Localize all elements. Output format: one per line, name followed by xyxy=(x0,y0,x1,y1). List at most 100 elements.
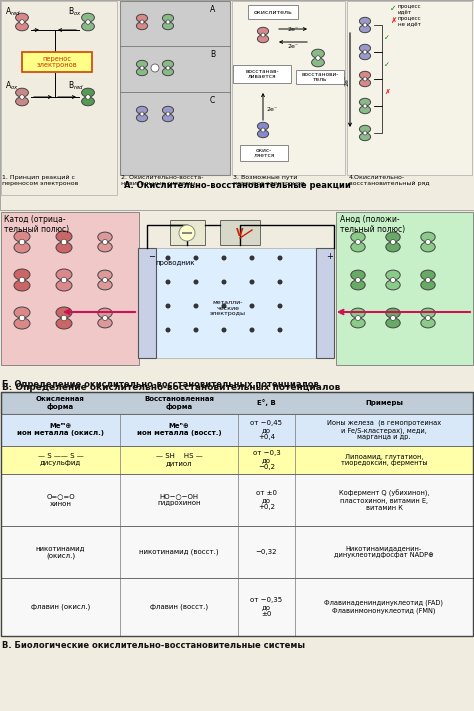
Ellipse shape xyxy=(14,280,30,291)
Ellipse shape xyxy=(359,52,371,60)
Ellipse shape xyxy=(359,79,371,87)
Text: E°, В: E°, В xyxy=(257,400,276,407)
Bar xyxy=(240,145,288,161)
Ellipse shape xyxy=(14,269,30,280)
Text: A$_{ox}$: A$_{ox}$ xyxy=(5,80,19,92)
Text: Никотинамидаденин-
динуклеотидфосфат NADP⊕: Никотинамидаденин- динуклеотидфосфат NAD… xyxy=(334,545,434,559)
Ellipse shape xyxy=(359,17,371,25)
Ellipse shape xyxy=(82,88,94,97)
Text: Meⁿ⊕
ион металла (восст.): Meⁿ⊕ ион металла (восст.) xyxy=(137,424,221,437)
Ellipse shape xyxy=(16,14,28,22)
Circle shape xyxy=(19,315,25,321)
Circle shape xyxy=(61,239,67,245)
Circle shape xyxy=(249,328,255,333)
Ellipse shape xyxy=(386,308,400,318)
Text: от −0,3
до
−0,2: от −0,3 до −0,2 xyxy=(253,450,281,470)
Text: Кофермент Q (убихинон),
пластохинон, витамин Е,
витамин К: Кофермент Q (убихинон), пластохинон, вит… xyxy=(339,489,429,510)
Bar xyxy=(1,446,473,474)
Circle shape xyxy=(20,20,24,24)
Circle shape xyxy=(363,131,367,135)
Text: от ±0
до
+0,2: от ±0 до +0,2 xyxy=(256,490,277,510)
Ellipse shape xyxy=(351,270,365,280)
Text: A$_{red}$: A$_{red}$ xyxy=(5,5,21,18)
Circle shape xyxy=(277,279,283,284)
Circle shape xyxy=(221,279,227,284)
Ellipse shape xyxy=(163,114,173,122)
Text: перенос
электронов: перенос электронов xyxy=(36,55,77,68)
Text: C: C xyxy=(210,96,215,105)
Text: от −0,45
до
+0,4: от −0,45 до +0,4 xyxy=(250,420,283,440)
Circle shape xyxy=(61,277,67,283)
Ellipse shape xyxy=(98,308,112,318)
Ellipse shape xyxy=(14,307,30,318)
Circle shape xyxy=(193,304,199,309)
Bar xyxy=(1,212,139,365)
Ellipse shape xyxy=(163,60,173,68)
Bar xyxy=(1,392,473,636)
Circle shape xyxy=(140,20,144,24)
Ellipse shape xyxy=(16,97,28,106)
Bar xyxy=(296,70,344,84)
Circle shape xyxy=(193,255,199,260)
Circle shape xyxy=(166,112,170,116)
Circle shape xyxy=(221,304,227,309)
Ellipse shape xyxy=(98,242,112,252)
Text: А. Окислительно-восстановительные реакции: А. Окислительно-восстановительные реакци… xyxy=(124,181,350,190)
Text: проводник: проводник xyxy=(155,260,195,266)
Text: Б. Определение окислительно-восстановительных потенциалов: Б. Определение окислительно-восстановите… xyxy=(2,380,319,389)
Ellipse shape xyxy=(56,318,72,329)
Ellipse shape xyxy=(98,270,112,280)
Text: +: + xyxy=(327,252,333,261)
Text: окис-
ляется: окис- ляется xyxy=(254,148,274,159)
Text: Ионы железа  (в гемопротеинах
и Fe/S-кластерах), меди,
марганца и др.: Ионы железа (в гемопротеинах и Fe/S-клас… xyxy=(327,419,441,441)
Circle shape xyxy=(140,112,144,116)
Text: Липоамид, глутатион,
тиоредоксин, ферменты: Липоамид, глутатион, тиоредоксин, фермен… xyxy=(341,454,428,466)
Ellipse shape xyxy=(351,232,365,242)
Circle shape xyxy=(221,328,227,333)
Bar xyxy=(347,1,472,175)
Text: флавин (окисл.): флавин (окисл.) xyxy=(31,604,90,610)
Ellipse shape xyxy=(386,270,400,280)
Text: Анод (положи-
тельный полюс): Анод (положи- тельный полюс) xyxy=(340,215,405,235)
Circle shape xyxy=(151,64,159,72)
Ellipse shape xyxy=(359,44,371,52)
Ellipse shape xyxy=(137,68,147,75)
Text: B: B xyxy=(210,50,215,59)
Text: 2e⁻: 2e⁻ xyxy=(287,27,299,32)
Text: — SH    HS —
дитиол: — SH HS — дитиол xyxy=(155,454,202,466)
Ellipse shape xyxy=(163,68,173,75)
Ellipse shape xyxy=(98,232,112,242)
Text: ✓: ✓ xyxy=(390,4,396,13)
Ellipse shape xyxy=(14,242,30,253)
Ellipse shape xyxy=(16,88,28,97)
Text: Окисленная
форма: Окисленная форма xyxy=(36,396,85,410)
Text: процесс
идёт: процесс идёт xyxy=(398,4,422,15)
Bar xyxy=(248,5,298,19)
Bar xyxy=(156,248,316,358)
Circle shape xyxy=(356,240,361,245)
Ellipse shape xyxy=(386,242,400,252)
Bar xyxy=(0,0,474,210)
Text: восстанови-
тель: восстанови- тель xyxy=(301,72,339,82)
Bar xyxy=(1,526,473,578)
Ellipse shape xyxy=(421,232,435,242)
Circle shape xyxy=(165,279,171,284)
Circle shape xyxy=(426,316,430,321)
Ellipse shape xyxy=(82,97,94,106)
Text: флавин (восст.): флавин (восст.) xyxy=(150,604,208,610)
Circle shape xyxy=(391,240,395,245)
Circle shape xyxy=(363,23,367,27)
Ellipse shape xyxy=(56,280,72,291)
Circle shape xyxy=(19,239,25,245)
Text: никотинамид
(окисл.): никотинамид (окисл.) xyxy=(36,545,85,559)
Text: 2e⁻: 2e⁻ xyxy=(267,107,278,112)
Circle shape xyxy=(261,128,265,132)
Ellipse shape xyxy=(359,71,371,79)
Circle shape xyxy=(193,279,199,284)
Ellipse shape xyxy=(359,106,371,114)
Ellipse shape xyxy=(137,114,147,122)
Circle shape xyxy=(86,95,90,100)
Ellipse shape xyxy=(421,242,435,252)
Text: Примеры: Примеры xyxy=(365,400,403,406)
Text: процесс
не идёт: процесс не идёт xyxy=(398,16,422,27)
